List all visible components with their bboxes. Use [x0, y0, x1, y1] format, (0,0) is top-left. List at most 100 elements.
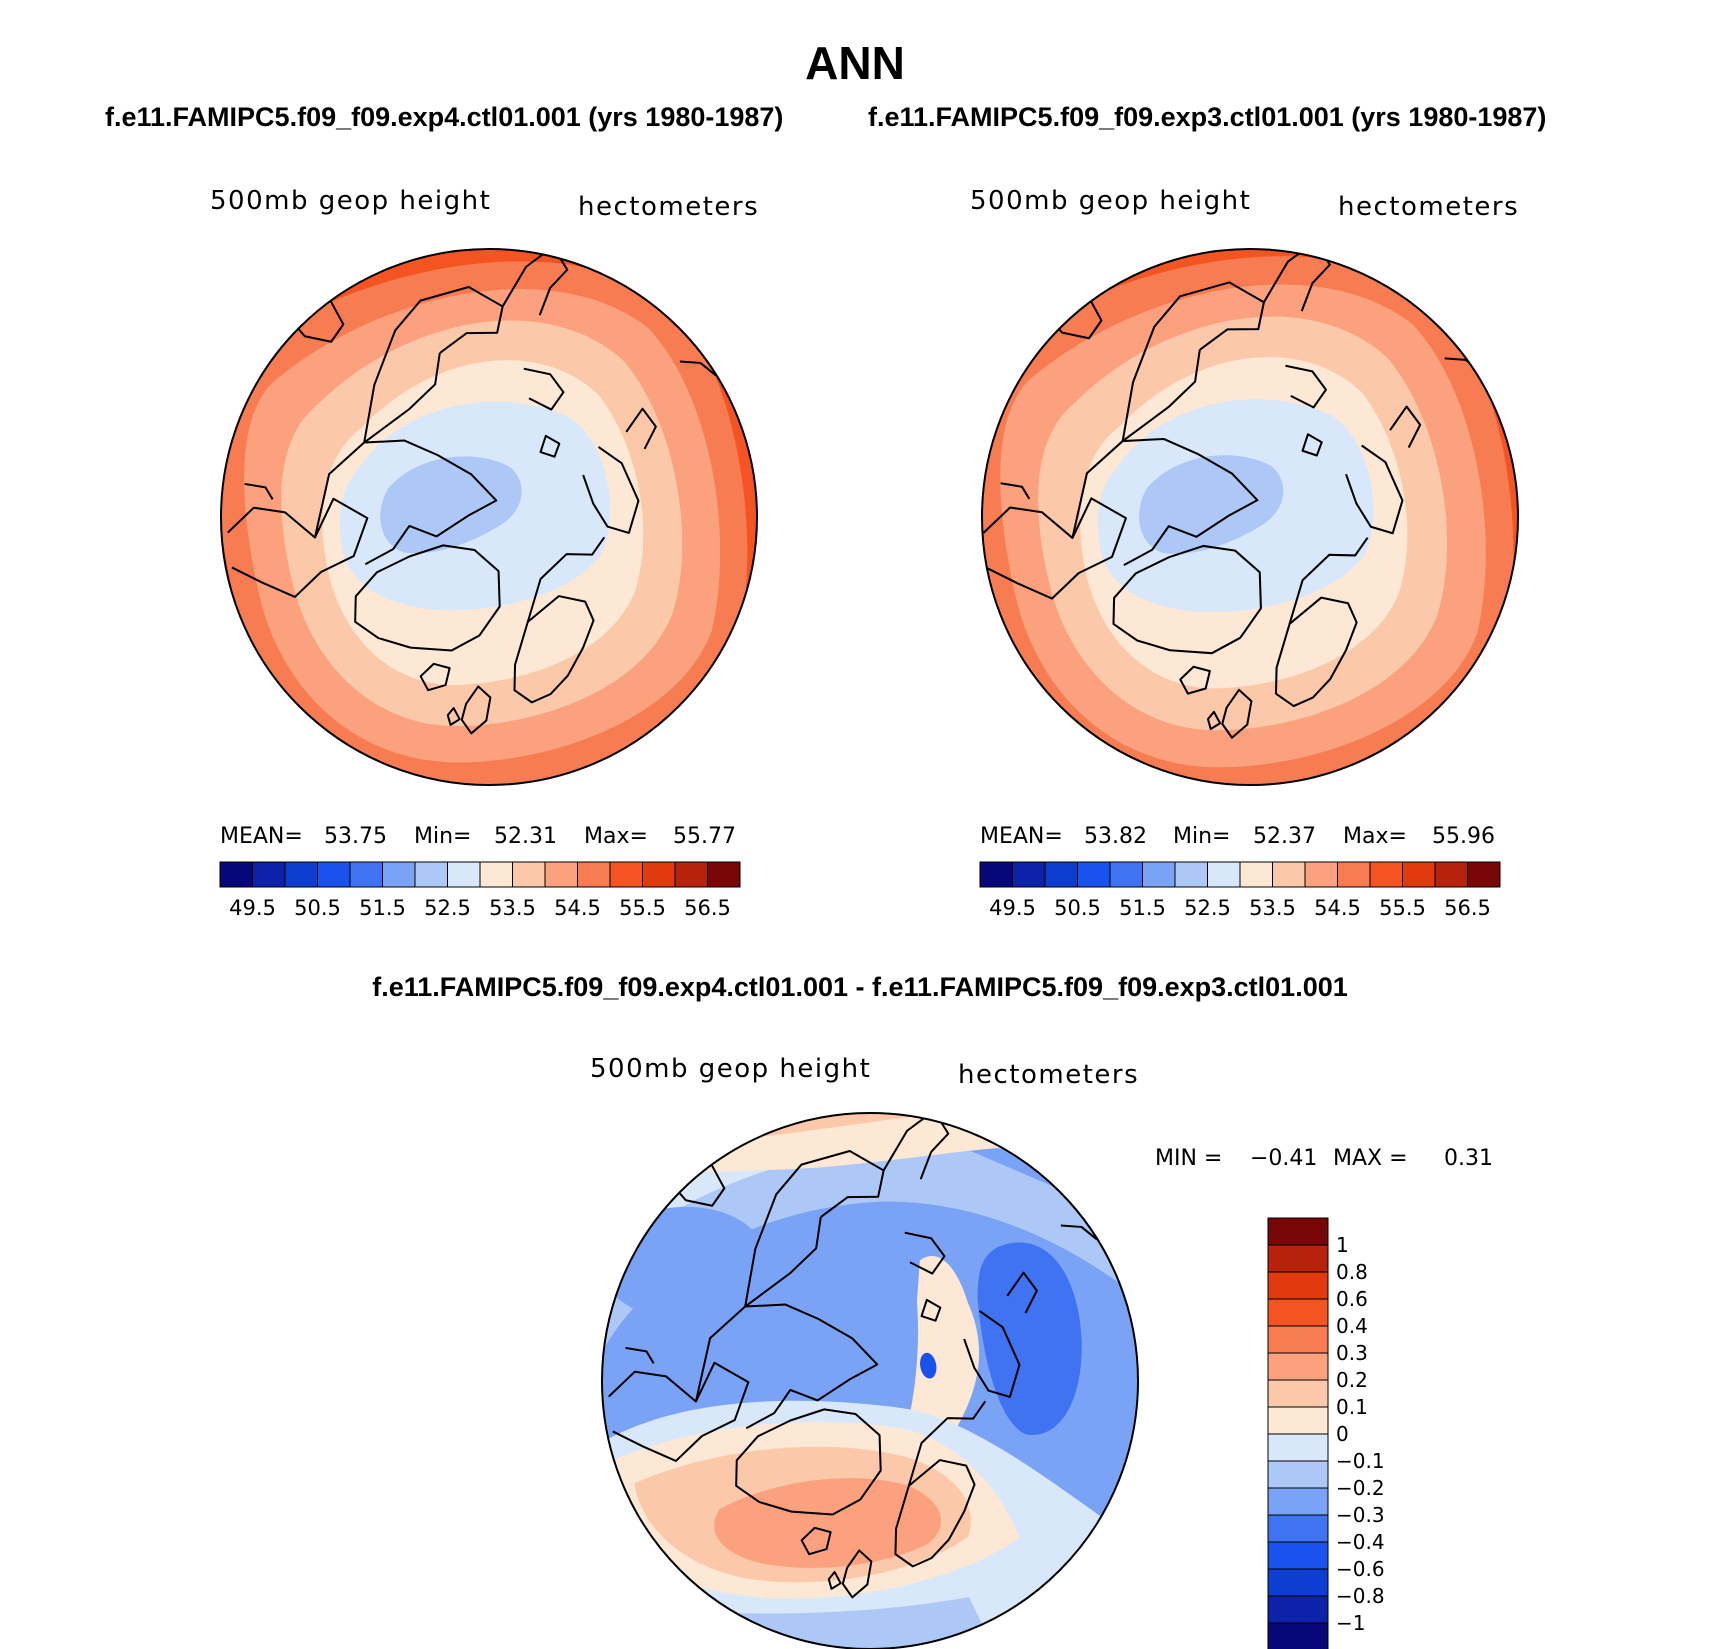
right-colorbar-tick-label: 50.5: [1054, 896, 1101, 920]
diff-colorbar-tick-label: −1: [1336, 1611, 1365, 1635]
diff-colorbar-box: [1267, 1379, 1329, 1408]
right-mean-value: 53.82: [1084, 824, 1147, 849]
left-colorbar-tick-label: 56.5: [684, 896, 731, 920]
diff-colorbar-tick-label: 0.4: [1336, 1314, 1368, 1338]
diff-colorbar-box: [1267, 1514, 1329, 1543]
left-colorbar-tick-label: 53.5: [489, 896, 536, 920]
page-title: ANN: [805, 37, 905, 89]
left-colorbar-tick-label: 51.5: [359, 896, 406, 920]
right-panel-case-title: f.e11.FAMIPC5.f09_f09.exp3.ctl01.001 (yr…: [868, 102, 1547, 132]
left-colorbar-box: [642, 861, 676, 888]
diff-colorbar-box: [1267, 1595, 1329, 1624]
diff-colorbar-tick-label: 0: [1336, 1422, 1349, 1446]
left-panel-case-title: f.e11.FAMIPC5.f09_f09.exp4.ctl01.001 (yr…: [105, 102, 784, 132]
left-colorbar-tick-label: 52.5: [424, 896, 471, 920]
left-colorbar-box: [317, 861, 351, 888]
right-polar-map: [981, 248, 1519, 786]
diff-colorbar-box: [1267, 1622, 1329, 1649]
right-colorbar: 49.5 50.5 51.5 52.5 53.5 54.5 55.5 56.5: [979, 861, 1501, 920]
left-colorbar-box: [577, 861, 611, 888]
diff-min-value: −0.41: [1250, 1146, 1318, 1171]
diff-colorbar-box: [1267, 1406, 1329, 1435]
right-colorbar-box: [1109, 861, 1143, 888]
left-colorbar-box: [219, 861, 253, 888]
diff-colorbar-tick-label: 0.8: [1336, 1260, 1368, 1284]
right-colorbar-box: [1207, 861, 1241, 888]
right-mean-label: MEAN=: [980, 824, 1063, 849]
diff-colorbar-tick-label: 1: [1336, 1233, 1349, 1257]
diff-colorbar-tick-label: −0.1: [1336, 1449, 1385, 1473]
left-colorbar-box: [609, 861, 643, 888]
left-mean-label: MEAN=: [220, 824, 303, 849]
diff-colorbar-tick-label: 0.6: [1336, 1287, 1368, 1311]
right-colorbar-tick-label: 52.5: [1184, 896, 1231, 920]
difference-polar-map: [601, 1112, 1139, 1649]
left-colorbar-box: [447, 861, 481, 888]
left-colorbar-box: [349, 861, 383, 888]
left-colorbar-box: [284, 861, 318, 888]
left-colorbar-tick-label: 49.5: [229, 896, 276, 920]
right-colorbar-box: [1044, 861, 1078, 888]
left-min-label: Min=: [414, 824, 472, 849]
left-colorbar-tick-label: 50.5: [294, 896, 341, 920]
right-colorbar-box: [1402, 861, 1436, 888]
diff-colorbar-box: [1267, 1352, 1329, 1381]
left-mean-value: 53.75: [324, 824, 387, 849]
diff-colorbar-box: [1267, 1541, 1329, 1570]
left-max-value: 55.77: [673, 824, 736, 849]
right-colorbar-box: [1304, 861, 1338, 888]
right-max-label: Max=: [1343, 824, 1407, 849]
left-colorbar-box: [707, 861, 741, 888]
diff-colorbar-box: [1267, 1244, 1329, 1273]
left-colorbar-box: [512, 861, 546, 888]
right-colorbar-box: [1337, 861, 1371, 888]
left-colorbar-box: [544, 861, 578, 888]
right-colorbar-tick-label: 56.5: [1444, 896, 1491, 920]
left-variable-label: 500mb geop height: [210, 186, 492, 216]
diff-colorbar-tick-label: −0.4: [1336, 1530, 1385, 1554]
right-units-label: hectometers: [1338, 192, 1520, 222]
diff-colorbar-tick-label: −0.8: [1336, 1584, 1385, 1608]
diff-colorbar-box: [1267, 1433, 1329, 1462]
left-colorbar-box: [414, 861, 448, 888]
right-colorbar-box: [1434, 861, 1468, 888]
right-max-value: 55.96: [1432, 824, 1495, 849]
diff-colorbar-box: [1267, 1487, 1329, 1516]
left-colorbar-box: [479, 861, 513, 888]
right-colorbar-box: [1142, 861, 1176, 888]
difference-colorbar: 1 0.8 0.6 0.4 0.3 0.2 0.1 0 −0.1 −0.2 −0.3 −0.4 −0.6…: [1267, 1217, 1385, 1649]
diff-colorbar-box: [1267, 1298, 1329, 1327]
left-colorbar-box: [674, 861, 708, 888]
diff-colorbar-tick-label: 0.1: [1336, 1395, 1368, 1419]
right-colorbar-box: [1077, 861, 1111, 888]
diff-colorbar-box: [1267, 1568, 1329, 1597]
diff-colorbar-box: [1267, 1271, 1329, 1300]
right-colorbar-tick-label: 49.5: [989, 896, 1036, 920]
right-colorbar-tick-label: 55.5: [1379, 896, 1426, 920]
left-min-value: 52.31: [494, 824, 557, 849]
right-colorbar-tick-label: 54.5: [1314, 896, 1361, 920]
right-colorbar-box: [1272, 861, 1306, 888]
diff-colorbar-tick-label: −0.6: [1336, 1557, 1385, 1581]
right-colorbar-box: [1012, 861, 1046, 888]
left-colorbar-box: [252, 861, 286, 888]
right-colorbar-box: [1369, 861, 1403, 888]
diff-colorbar-box: [1267, 1325, 1329, 1354]
left-colorbar: 49.5 50.5 51.5 52.5 53.5 54.5 55.5 56.5: [219, 861, 741, 920]
right-colorbar-box: [1239, 861, 1273, 888]
right-min-value: 52.37: [1253, 824, 1316, 849]
left-colorbar-box: [382, 861, 416, 888]
difference-panel-title: f.e11.FAMIPC5.f09_f09.exp4.ctl01.001 - f…: [372, 972, 1348, 1002]
left-colorbar-tick-label: 54.5: [554, 896, 601, 920]
diff-units-label: hectometers: [958, 1060, 1140, 1090]
left-polar-map: [220, 248, 758, 786]
diff-colorbar-tick-label: −0.2: [1336, 1476, 1385, 1500]
right-colorbar-tick-label: 53.5: [1249, 896, 1296, 920]
diff-colorbar-box: [1267, 1217, 1329, 1246]
right-colorbar-box: [979, 861, 1013, 888]
diff-min-label: MIN =: [1155, 1146, 1223, 1171]
diff-max-label: MAX =: [1333, 1146, 1408, 1171]
diff-colorbar-tick-label: −0.3: [1336, 1503, 1385, 1527]
right-variable-label: 500mb geop height: [970, 186, 1252, 216]
right-colorbar-box: [1467, 861, 1501, 888]
